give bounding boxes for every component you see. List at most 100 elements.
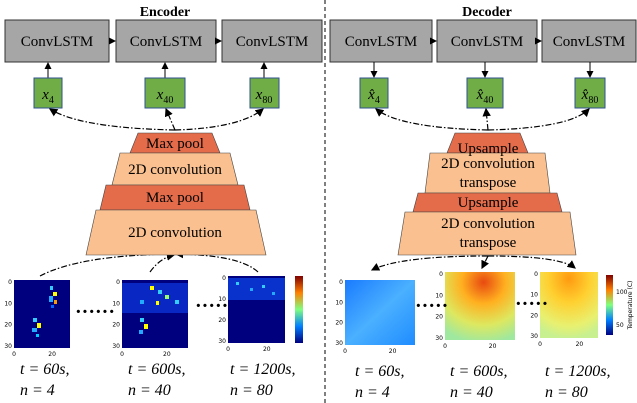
convlstm-label: ConvLSTM bbox=[451, 34, 524, 50]
symbol: x̂ bbox=[581, 87, 589, 103]
y-tick-label: 10 bbox=[218, 296, 226, 303]
convlstm bbox=[541, 19, 637, 63]
caption-time: t = 1200s, bbox=[545, 363, 610, 380]
x-tick-label: 0 bbox=[120, 351, 124, 358]
x-tick-label: 0 bbox=[226, 346, 230, 353]
caption-index: n = 80 bbox=[230, 382, 273, 399]
layer-label: Max pool bbox=[146, 136, 204, 152]
math-label: x̂40 bbox=[476, 87, 494, 106]
convlstm bbox=[4, 19, 110, 63]
convlstm bbox=[115, 19, 217, 63]
ellipsis: ······ ····· ····· ····· bbox=[75, 293, 548, 323]
y-tick-label: 30 bbox=[112, 343, 120, 350]
heatmaps bbox=[14, 272, 613, 348]
input-box bbox=[249, 77, 280, 109]
colorbar-tick: 50 bbox=[616, 322, 624, 329]
subscript: 4 bbox=[49, 95, 54, 106]
subscript: 40 bbox=[483, 95, 493, 106]
convlstm-label: ConvLSTM bbox=[21, 34, 94, 50]
convlstm-label: ConvLSTM bbox=[130, 34, 203, 50]
x-tick-label: 0 bbox=[443, 343, 447, 350]
y-tick-label: 0 bbox=[222, 275, 226, 282]
layer-label: 2D convolution bbox=[441, 216, 535, 232]
y-tick-label: 10 bbox=[335, 299, 343, 306]
math-label: x40 bbox=[156, 87, 174, 106]
symbol: x̂ bbox=[476, 87, 484, 103]
svg-text:······: ······ bbox=[75, 301, 115, 323]
convlstm-label: ConvLSTM bbox=[345, 34, 418, 50]
caption-index: n = 40 bbox=[128, 382, 171, 399]
symbol: x bbox=[41, 87, 49, 103]
convlstm-label: ConvLSTM bbox=[236, 34, 309, 50]
y-tick-label: 0 bbox=[116, 279, 120, 286]
output-box bbox=[359, 77, 389, 109]
layer-label: 2D convolution bbox=[128, 162, 222, 178]
y-tick-label: 0 bbox=[339, 279, 343, 286]
math-label: x4 bbox=[41, 87, 54, 106]
layer-label: Upsample bbox=[458, 195, 519, 211]
input-box bbox=[33, 77, 63, 109]
subscript: 80 bbox=[588, 95, 598, 106]
x-tick-label: 20 bbox=[576, 341, 584, 348]
y-tick-label: 20 bbox=[218, 317, 226, 324]
symbol: x̂ bbox=[367, 87, 375, 103]
y-tick-label: 20 bbox=[530, 312, 538, 319]
encoder-title: Encoder bbox=[140, 5, 191, 20]
layer-label: 2D convolution bbox=[441, 156, 535, 172]
y-tick-label: 30 bbox=[435, 335, 443, 342]
x-tick-label: 20 bbox=[489, 343, 497, 350]
layer-label: Max pool bbox=[146, 190, 204, 206]
y-tick-label: 30 bbox=[218, 338, 226, 345]
caption-time: t = 600s, bbox=[450, 363, 507, 380]
layer-shape bbox=[397, 211, 577, 256]
symbol: x bbox=[255, 87, 263, 103]
y-tick-label: 0 bbox=[8, 279, 12, 286]
layer-label: 2D convolution bbox=[128, 225, 222, 241]
y-tick-label: 30 bbox=[530, 333, 538, 340]
y-tick-label: 0 bbox=[534, 271, 538, 278]
convlstm bbox=[221, 19, 323, 63]
colorbar-label: Temperature (C) bbox=[627, 281, 634, 331]
subscript: 4 bbox=[375, 95, 380, 106]
caption-time: t = 600s, bbox=[128, 361, 185, 378]
x-tick-label: 0 bbox=[538, 341, 542, 348]
convlstm bbox=[436, 19, 538, 63]
layer-label: transpose bbox=[460, 235, 517, 251]
subscript: 40 bbox=[163, 95, 173, 106]
y-tick-label: 0 bbox=[439, 271, 443, 278]
y-tick-label: 20 bbox=[335, 320, 343, 327]
layer-label: transpose bbox=[460, 175, 517, 191]
y-tick-label: 30 bbox=[4, 343, 12, 350]
y-tick-label: 10 bbox=[435, 292, 443, 299]
y-tick-label: 30 bbox=[335, 340, 343, 347]
math-label: x80 bbox=[255, 87, 273, 106]
math-label: x̂80 bbox=[581, 87, 599, 106]
svg-text:·····: ····· bbox=[415, 295, 448, 317]
math-label: x̂4 bbox=[367, 87, 380, 106]
y-tick-label: 20 bbox=[4, 322, 12, 329]
x-tick-label: 20 bbox=[163, 351, 171, 358]
x-tick-label: 20 bbox=[263, 346, 271, 353]
convlstm-label: ConvLSTM bbox=[553, 34, 626, 50]
layer-shape bbox=[85, 209, 267, 256]
colorbar-tick: 100 bbox=[616, 289, 628, 296]
caption-index: n = 4 bbox=[20, 382, 55, 399]
y-tick-label: 20 bbox=[435, 314, 443, 321]
y-tick-label: 10 bbox=[112, 300, 120, 307]
y-tick-label: 20 bbox=[112, 322, 120, 329]
symbol: x bbox=[156, 87, 164, 103]
layer-label: Upsample bbox=[458, 141, 519, 157]
x-tick-label: 0 bbox=[12, 351, 16, 358]
output-box bbox=[574, 77, 606, 109]
y-tick-label: 10 bbox=[530, 292, 538, 299]
x-tick-label: 0 bbox=[343, 348, 347, 355]
subscript: 80 bbox=[262, 95, 272, 106]
caption-index: n = 40 bbox=[450, 384, 493, 401]
y-tick-label: 10 bbox=[4, 300, 12, 307]
x-tick-label: 20 bbox=[389, 348, 397, 355]
svg-text:·····: ····· bbox=[515, 293, 548, 315]
recurrent-arrows bbox=[44, 37, 594, 78]
caption-time: t = 60s, bbox=[20, 361, 69, 378]
caption-time: t = 1200s, bbox=[230, 361, 295, 378]
